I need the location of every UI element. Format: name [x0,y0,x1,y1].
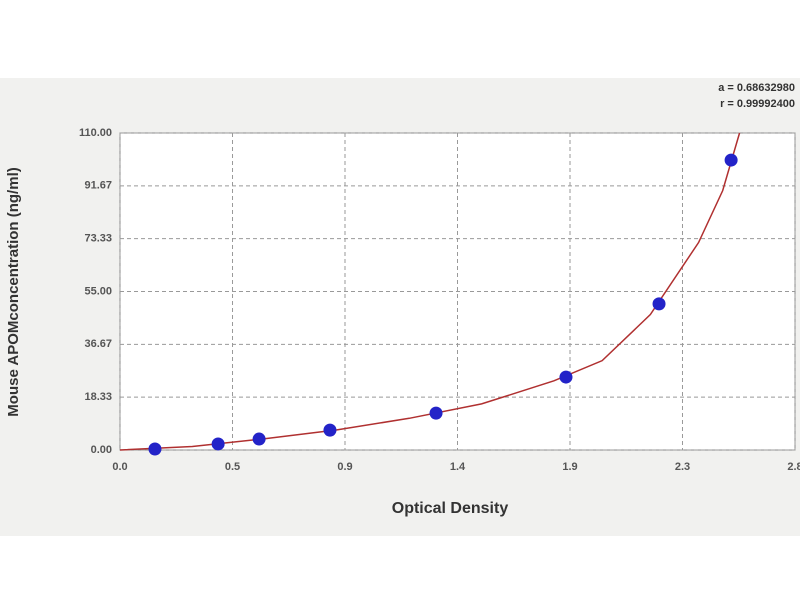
x-axis-label: Optical Density [392,500,509,517]
y-tick-label: 18.33 [84,391,112,403]
x-tick-label: 0.9 [337,461,352,473]
x-tick-label: 1.9 [562,461,577,473]
x-tick-label: 2.3 [675,461,690,473]
x-tick-label: 2.8 [787,461,800,473]
x-tick-label: 1.4 [450,461,466,473]
fit-curve [119,132,741,451]
y-tick-label: 36.67 [84,338,112,350]
data-point [323,423,337,437]
annotation: a = 0.68632980 [718,82,795,94]
data-point [559,370,573,384]
data-point [724,153,738,167]
y-tick-label: 73.33 [84,233,112,245]
x-tick-label: 0.5 [225,461,240,473]
y-tick-label: 110.00 [79,127,112,139]
data-point [211,437,225,451]
annotation: r = 0.99992400 [720,98,795,110]
data-point [429,406,443,420]
x-tick-label: 0.0 [112,461,127,473]
y-tick-label: 91.67 [84,180,112,192]
data-point [252,432,266,446]
y-tick-label: 55.00 [84,285,112,297]
data-point [148,442,162,456]
y-axis-label: Mouse APOMconcentration (ng/ml) [5,167,22,416]
data-point [652,297,666,311]
y-tick-label: 0.00 [91,444,112,456]
